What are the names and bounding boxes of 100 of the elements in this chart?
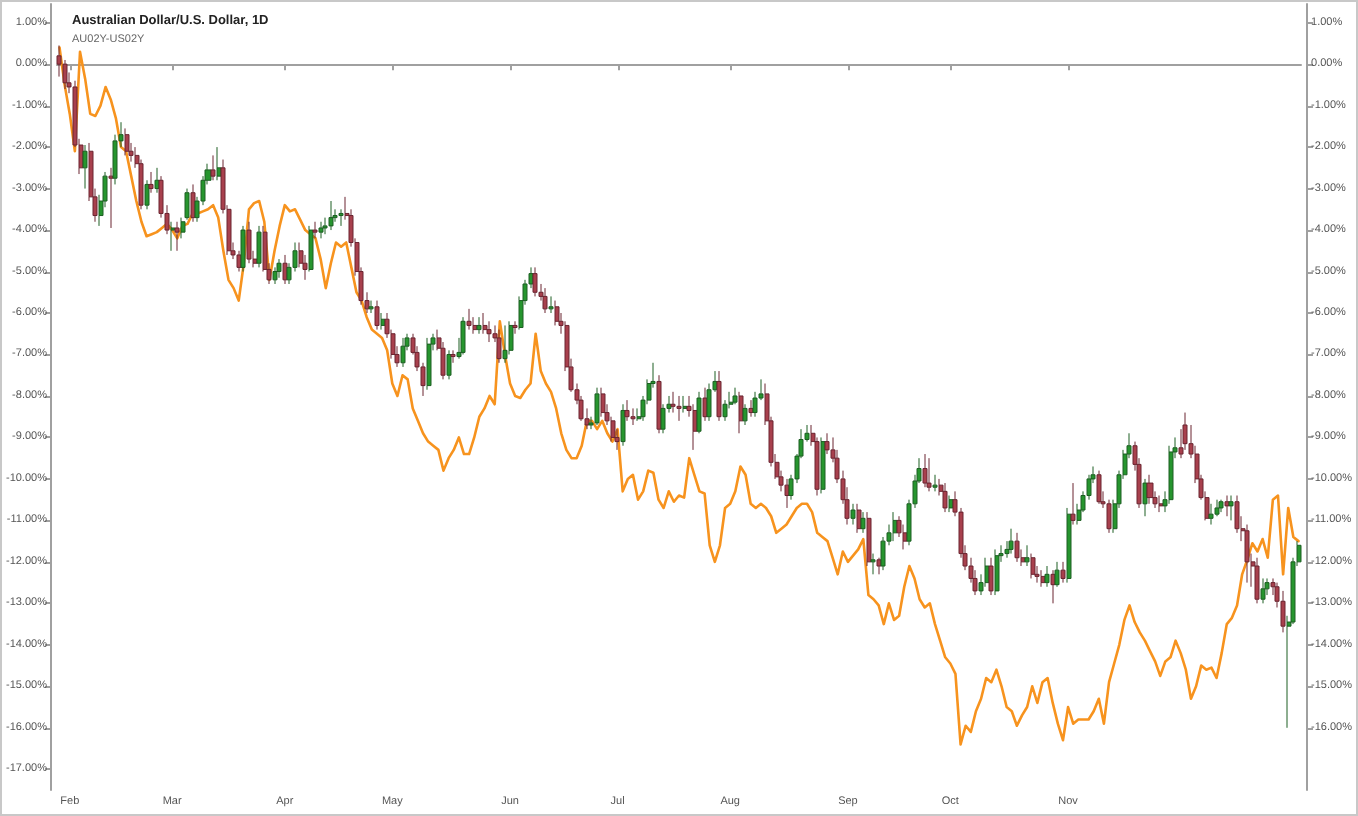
candlestick bbox=[400, 337, 406, 368]
candlestick bbox=[1024, 544, 1030, 567]
candlestick bbox=[486, 320, 492, 343]
candlestick bbox=[660, 403, 666, 434]
candlestick bbox=[154, 167, 160, 194]
candlestick bbox=[692, 403, 698, 451]
candlestick bbox=[460, 316, 466, 355]
candlestick bbox=[1254, 557, 1260, 604]
candlestick bbox=[876, 557, 882, 575]
candlestick bbox=[548, 295, 554, 314]
candlestick bbox=[312, 221, 318, 239]
candlestick bbox=[1260, 577, 1266, 604]
candlestick bbox=[1096, 470, 1102, 505]
candlestick bbox=[624, 399, 630, 422]
candlestick bbox=[466, 308, 472, 331]
candlestick bbox=[1030, 553, 1036, 579]
candlestick bbox=[676, 395, 682, 422]
candlestick bbox=[512, 320, 518, 335]
candlestick bbox=[820, 436, 826, 494]
candlestick bbox=[1244, 524, 1250, 584]
candlestick bbox=[318, 221, 324, 239]
candlestick bbox=[1224, 495, 1230, 517]
candlestick bbox=[1044, 565, 1050, 588]
candlestick bbox=[860, 511, 866, 534]
candlestick bbox=[450, 349, 456, 364]
candlestick bbox=[1158, 495, 1164, 513]
candlestick bbox=[702, 387, 708, 422]
candlestick bbox=[1214, 499, 1220, 517]
candlestick bbox=[942, 482, 948, 513]
candlestick bbox=[892, 511, 898, 542]
candlestick bbox=[190, 183, 196, 223]
candlestick bbox=[1070, 482, 1076, 526]
candlestick bbox=[496, 329, 502, 364]
candlestick bbox=[594, 387, 600, 426]
candlestick bbox=[328, 200, 334, 231]
candlestick bbox=[922, 453, 928, 488]
candlestick bbox=[1008, 528, 1014, 555]
candlestick bbox=[984, 557, 990, 588]
candlestick bbox=[1182, 412, 1188, 451]
candlestick bbox=[554, 300, 560, 326]
candlestick bbox=[850, 503, 856, 526]
candlestick bbox=[532, 266, 538, 297]
candlestick bbox=[1106, 499, 1112, 534]
candlestick bbox=[742, 403, 748, 426]
candlestick bbox=[722, 399, 728, 422]
candlestick bbox=[380, 312, 386, 331]
candlestick bbox=[1234, 495, 1240, 534]
candlestick bbox=[338, 208, 344, 227]
candlestick bbox=[1054, 561, 1060, 588]
candlestick bbox=[1146, 474, 1154, 505]
candlestick bbox=[332, 208, 338, 223]
candlestick bbox=[682, 395, 688, 414]
candlestick bbox=[1208, 503, 1214, 526]
candlestick bbox=[1142, 478, 1148, 517]
candlestick bbox=[902, 524, 908, 550]
candlestick bbox=[374, 300, 380, 331]
candlestick bbox=[732, 387, 738, 405]
candlestick bbox=[148, 171, 154, 194]
candlestick bbox=[542, 287, 548, 314]
candlestick bbox=[276, 258, 282, 279]
candlestick bbox=[108, 167, 114, 229]
candlestick bbox=[620, 403, 626, 447]
candlestick bbox=[282, 254, 288, 285]
candlestick bbox=[502, 324, 508, 364]
candlestick bbox=[476, 316, 482, 335]
candlestick bbox=[174, 221, 180, 252]
candlestick bbox=[1264, 577, 1270, 596]
candlestick bbox=[866, 511, 872, 567]
candlestick bbox=[508, 320, 514, 355]
candlestick bbox=[784, 478, 790, 509]
candlestick bbox=[926, 457, 932, 492]
candlestick bbox=[738, 391, 744, 434]
candlestick bbox=[236, 250, 242, 273]
candlestick bbox=[748, 399, 754, 418]
candlestick bbox=[600, 387, 606, 418]
candlestick bbox=[856, 503, 862, 534]
candlestick bbox=[482, 312, 488, 335]
candlestick bbox=[948, 495, 954, 513]
candlestick bbox=[870, 553, 876, 575]
candlestick bbox=[308, 225, 314, 273]
candlestick bbox=[1228, 495, 1234, 521]
candlestick bbox=[170, 221, 176, 252]
candlestick bbox=[256, 225, 262, 268]
candlestick bbox=[1280, 590, 1286, 633]
candlestick bbox=[1014, 532, 1020, 563]
candlestick bbox=[630, 407, 636, 426]
candlestick bbox=[988, 557, 994, 596]
candlestick bbox=[670, 391, 676, 414]
candlestick bbox=[716, 370, 722, 422]
candlestick bbox=[272, 266, 278, 285]
candlestick bbox=[1060, 561, 1066, 584]
candlestick bbox=[246, 221, 252, 264]
candlestick bbox=[1218, 499, 1224, 513]
candlestick bbox=[1066, 507, 1072, 584]
candlestick bbox=[144, 179, 150, 210]
candlestick bbox=[216, 146, 222, 181]
candlestick bbox=[210, 154, 216, 181]
candlestick bbox=[240, 225, 246, 273]
candlestick bbox=[1050, 569, 1056, 604]
candlestick bbox=[446, 349, 452, 380]
